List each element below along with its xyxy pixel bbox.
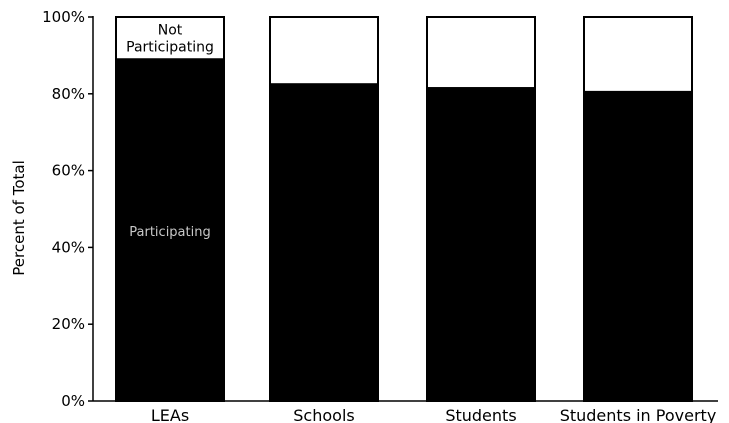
y-tick-label: 60% (52, 162, 85, 180)
y-axis-label: Percent of Total (10, 160, 28, 275)
x-tick-label: LEAs (151, 406, 189, 423)
y-tick-label: 80% (52, 85, 85, 103)
x-tick-label: Students in Poverty (560, 406, 717, 423)
annotation-participating: Participating (129, 225, 210, 240)
y-tick-label: 0% (61, 392, 85, 410)
bar-schools-not-participating (269, 16, 379, 86)
bar-leas-participating (115, 58, 225, 403)
y-tick-label: 40% (52, 238, 85, 256)
y-tick-label: 20% (52, 315, 85, 333)
bar-schools-participating (269, 83, 379, 402)
bar-students-participating (426, 87, 536, 402)
bar-students-not-participating (426, 16, 536, 90)
bar-students-in-poverty-not-participating (583, 16, 693, 93)
x-tick-label: Students (445, 406, 516, 423)
bar-leas-not-participating (115, 16, 225, 61)
y-tick-label: 100% (42, 8, 85, 26)
annotation-not-participating: Not Participating (126, 23, 214, 56)
bar-students-in-poverty-participating (583, 90, 693, 402)
annotations-layer: Not Participating Participating (126, 23, 214, 240)
x-tick-label: Schools (293, 406, 354, 423)
bars-layer (115, 16, 693, 403)
axes-layer: LEAs Schools Students Students in Poverty 0%… (42, 8, 718, 423)
